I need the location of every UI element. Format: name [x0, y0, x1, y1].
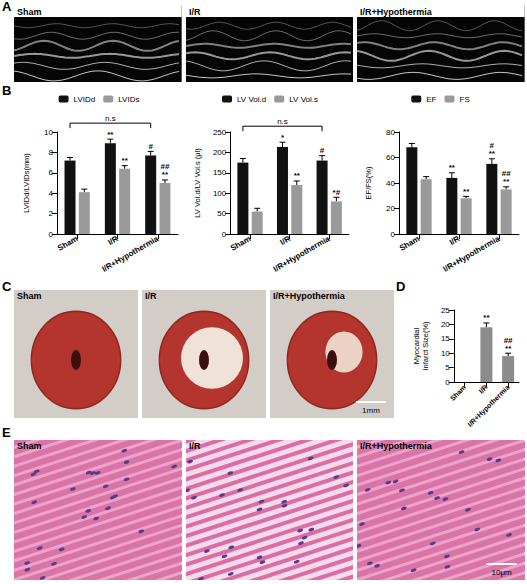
svg-text:n.s: n.s [105, 114, 116, 123]
svg-text:LVIDd/LVIDs(mm): LVIDd/LVIDs(mm) [22, 153, 31, 213]
svg-text:100: 100 [213, 189, 227, 198]
svg-text:LVIDs: LVIDs [118, 95, 139, 104]
svg-text:I/R+Hypothermia: I/R+Hypothermia [272, 234, 332, 274]
svg-text:Sham: Sham [229, 234, 252, 253]
html-text:A: A [2, 0, 12, 14]
svg-text:40: 40 [386, 179, 395, 188]
svg-text:LV Vol.s: LV Vol.s [289, 95, 318, 104]
svg-text:Myocardial: Myocardial [412, 328, 421, 365]
svg-text:I/R: I/R [106, 234, 120, 247]
svg-text:I/R: I/R [145, 291, 157, 301]
svg-text:I/R: I/R [279, 234, 293, 247]
svg-text:Sham: Sham [17, 441, 41, 451]
svg-text:6: 6 [49, 168, 54, 177]
svg-text:5: 5 [445, 363, 450, 372]
svg-text:I/R+Hypothermia: I/R+Hypothermia [100, 234, 160, 274]
svg-text:I/R: I/R [189, 441, 201, 451]
svg-text:0: 0 [445, 378, 450, 387]
svg-text:**: ** [503, 177, 510, 186]
svg-text:LVIDd: LVIDd [74, 95, 96, 104]
svg-text:60: 60 [386, 153, 395, 162]
svg-text:n.s: n.s [277, 117, 288, 126]
svg-text:**: ** [463, 187, 470, 196]
svg-text:**: ** [489, 149, 496, 158]
svg-text:0: 0 [391, 230, 396, 239]
svg-text:I/R+Hypothermia: I/R+Hypothermia [360, 7, 433, 17]
svg-text:Sham: Sham [56, 234, 79, 253]
svg-text:10: 10 [44, 128, 53, 137]
svg-text:50: 50 [217, 209, 226, 218]
svg-text:**: ** [483, 313, 490, 322]
svg-text:EF/FS(%): EF/FS(%) [364, 166, 373, 199]
svg-text:**: ** [107, 130, 114, 139]
svg-text:**: ** [449, 163, 456, 172]
svg-text:8: 8 [49, 148, 54, 157]
svg-text:*#: *# [333, 188, 341, 197]
html-text:D: D [396, 279, 406, 294]
svg-text:10: 10 [441, 349, 450, 358]
svg-text:4: 4 [49, 189, 54, 198]
svg-text:**: ** [294, 171, 301, 180]
svg-text:**: ** [505, 344, 512, 353]
svg-text:I/R: I/R [189, 7, 201, 17]
svg-text:I/R+Hypothermia: I/R+Hypothermia [442, 234, 502, 274]
svg-text:LV Vol.d/LV Vol.s (μl): LV Vol.d/LV Vol.s (μl) [193, 148, 202, 218]
svg-text:250: 250 [213, 128, 227, 137]
svg-text:#: # [320, 146, 325, 155]
svg-text:LV Vol.d: LV Vol.d [237, 95, 266, 104]
svg-text:0: 0 [222, 230, 227, 239]
svg-text:0: 0 [49, 230, 54, 239]
svg-text:80: 80 [386, 128, 395, 137]
svg-text:2: 2 [49, 209, 54, 218]
svg-text:I/R: I/R [478, 384, 489, 395]
svg-text:10μm: 10μm [492, 568, 512, 577]
svg-text:*: * [281, 133, 285, 142]
svg-text:150: 150 [213, 168, 227, 177]
html-text:B: B [2, 83, 12, 98]
svg-text:I/R+Hypothermia: I/R+Hypothermia [466, 383, 511, 428]
svg-text:200: 200 [213, 148, 227, 157]
svg-text:Infarct Size(%): Infarct Size(%) [421, 321, 430, 371]
svg-text:Sham: Sham [17, 7, 41, 17]
svg-text:I/R+Hypothermia: I/R+Hypothermia [273, 291, 346, 301]
svg-text:20: 20 [441, 320, 450, 329]
html-text:E: E [2, 425, 11, 440]
svg-text:1mm: 1mm [362, 406, 380, 415]
svg-text:Sham: Sham [449, 384, 467, 402]
svg-text:15: 15 [441, 334, 450, 343]
svg-text:Sham: Sham [17, 291, 42, 301]
svg-text:I/R: I/R [448, 234, 462, 247]
svg-text:FS: FS [460, 95, 470, 104]
svg-text:I/R+Hypothermia: I/R+Hypothermia [360, 441, 433, 451]
html-text:C: C [2, 279, 12, 294]
svg-text:#: # [148, 142, 153, 151]
svg-text:**: ** [122, 156, 129, 165]
svg-text:20: 20 [386, 204, 395, 213]
svg-text:25: 25 [441, 306, 450, 315]
svg-text:Sham: Sham [398, 234, 421, 253]
svg-text:EF: EF [426, 95, 436, 104]
svg-text:**: ** [162, 170, 169, 179]
